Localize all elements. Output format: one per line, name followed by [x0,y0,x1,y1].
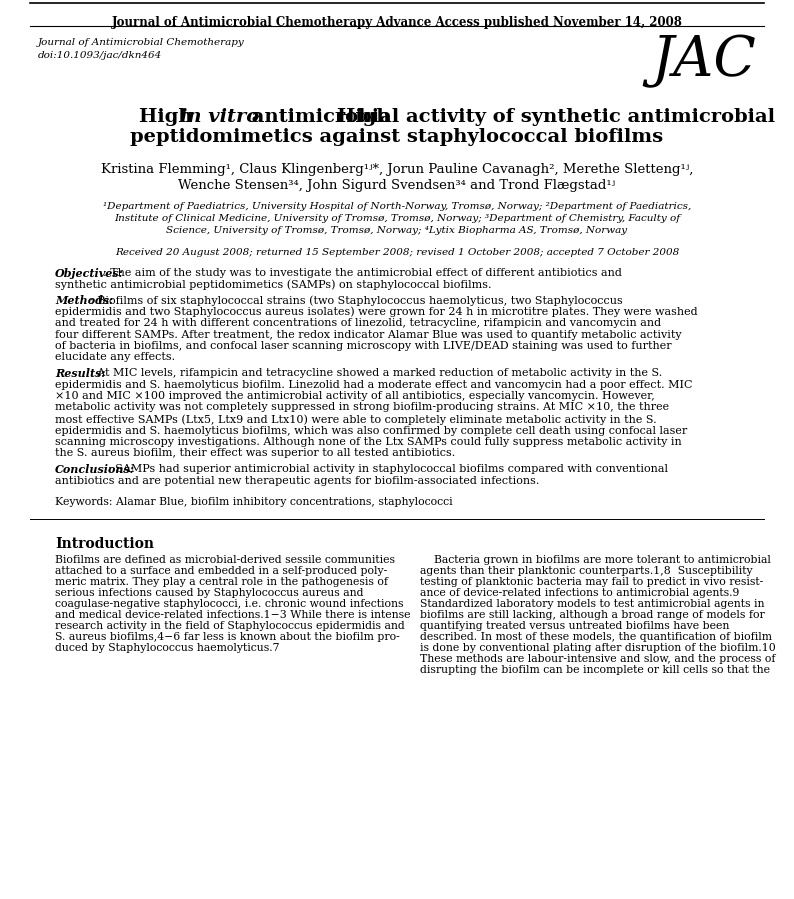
Text: : At MIC levels, rifampicin and tetracycline showed a marked reduction of metabo: : At MIC levels, rifampicin and tetracyc… [91,368,662,378]
Text: attached to a surface and embedded in a self-produced poly-: attached to a surface and embedded in a … [55,566,387,576]
Text: Results:: Results: [55,368,106,379]
Text: of bacteria in biofilms, and confocal laser scanning microscopy with LIVE/DEAD s: of bacteria in biofilms, and confocal la… [55,341,672,351]
Text: Objectives:: Objectives: [55,268,124,279]
Text: High: High [139,108,199,126]
Text: serious infections caused by Staphylococcus aureus and: serious infections caused by Staphylococ… [55,588,364,598]
Text: S. aureus biofilms,4−6 far less is known about the biofilm pro-: S. aureus biofilms,4−6 far less is known… [55,632,399,642]
Text: Introduction: Introduction [55,537,154,551]
Text: Bacteria grown in biofilms are more tolerant to antimicrobial: Bacteria grown in biofilms are more tole… [420,555,771,565]
Text: described. In most of these models, the quantification of biofilm: described. In most of these models, the … [420,632,772,642]
Text: antibiotics and are potential new therapeutic agents for biofilm-associated infe: antibiotics and are potential new therap… [55,476,539,485]
Text: agents than their planktonic counterparts.1,8  Susceptibility: agents than their planktonic counterpart… [420,566,753,576]
Text: disrupting the biofilm can be incomplete or kill cells so that the: disrupting the biofilm can be incomplete… [420,665,770,675]
Text: metabolic activity was not completely suppressed in strong biofilm-producing str: metabolic activity was not completely su… [55,403,669,413]
Text: epidermidis and two Staphylococcus aureus isolates) were grown for 24 h in micro: epidermidis and two Staphylococcus aureu… [55,307,698,317]
Text: meric matrix. They play a central role in the pathogenesis of: meric matrix. They play a central role i… [55,577,388,587]
Text: Biofilms are defined as microbial-derived sessile communities: Biofilms are defined as microbial-derive… [55,555,395,565]
Text: Institute of Clinical Medicine, University of Tromsø, Tromsø, Norway; ³Departmen: Institute of Clinical Medicine, Universi… [114,214,680,223]
Text: Keywords: Alamar Blue, biofilm inhibitory concentrations, staphylococci: Keywords: Alamar Blue, biofilm inhibitor… [55,497,453,507]
Text: High: High [337,108,397,126]
Text: antimicrobial activity of synthetic antimicrobial: antimicrobial activity of synthetic anti… [245,108,776,126]
Text: duced by Staphylococcus haemolyticus.7: duced by Staphylococcus haemolyticus.7 [55,643,279,653]
Text: peptidomimetics against staphylococcal biofilms: peptidomimetics against staphylococcal b… [130,128,664,146]
Text: : Biofilms of six staphylococcal strains (two Staphylococcus haemolyticus, two S: : Biofilms of six staphylococcal strains… [91,295,623,306]
Text: the S. aureus biofilm, their effect was superior to all tested antibiotics.: the S. aureus biofilm, their effect was … [55,449,455,458]
Text: and medical device-related infections.1−3 While there is intense: and medical device-related infections.1−… [55,610,410,620]
Text: research activity in the field of Staphylococcus epidermidis and: research activity in the field of Staphy… [55,621,405,631]
Text: JAC: JAC [651,34,756,89]
Text: in vitro: in vitro [179,108,259,126]
Text: and treated for 24 h with different concentrations of linezolid, tetracycline, r: and treated for 24 h with different conc… [55,318,661,328]
Text: Kristina Flemming¹, Claus Klingenberg¹ʲ*, Jorun Pauline Cavanagh², Merethe Slett: Kristina Flemming¹, Claus Klingenberg¹ʲ*… [101,163,693,176]
Text: Conclusions:: Conclusions: [55,464,135,475]
Text: : SAMPs had superior antimicrobial activity in staphylococcal biofilms compared : : SAMPs had superior antimicrobial activ… [108,464,668,474]
Text: Science, University of Tromsø, Tromsø, Norway; ⁴Lytix Biopharma AS, Tromsø, Norw: Science, University of Tromsø, Tromsø, N… [167,226,627,235]
Text: most effective SAMPs (Ltx5, Ltx9 and Ltx10) were able to completely eliminate me: most effective SAMPs (Ltx5, Ltx9 and Ltx… [55,414,657,424]
Text: four different SAMPs. After treatment, the redox indicator Alamar Blue was used : four different SAMPs. After treatment, t… [55,330,681,340]
Text: synthetic antimicrobial peptidomimetics (SAMPs) on staphylococcal biofilms.: synthetic antimicrobial peptidomimetics … [55,280,491,290]
Text: : The aim of the study was to investigate the antimicrobial effect of different : : The aim of the study was to investigat… [103,268,622,278]
Text: quantifying treated versus untreated biofilms have been: quantifying treated versus untreated bio… [420,621,730,631]
Text: Standardized laboratory models to test antimicrobial agents in: Standardized laboratory models to test a… [420,599,765,609]
Text: testing of planktonic bacteria may fail to predict in vivo resist-: testing of planktonic bacteria may fail … [420,577,763,587]
Text: epidermidis and S. haemolyticus biofilms, which was also confirmed by complete c: epidermidis and S. haemolyticus biofilms… [55,425,688,435]
Text: ¹Department of Paediatrics, University Hospital of North-Norway, Tromsø, Norway;: ¹Department of Paediatrics, University H… [103,202,691,211]
Text: scanning microscopy investigations. Although none of the Ltx SAMPs could fully s: scanning microscopy investigations. Alth… [55,437,682,447]
Text: elucidate any effects.: elucidate any effects. [55,352,175,362]
Text: Received 20 August 2008; returned 15 September 2008; revised 1 October 2008; acc: Received 20 August 2008; returned 15 Sep… [115,248,679,257]
Text: doi:10.1093/jac/dkn464: doi:10.1093/jac/dkn464 [38,51,162,60]
Text: Methods:: Methods: [55,295,114,306]
Text: These methods are labour-intensive and slow, and the process of: These methods are labour-intensive and s… [420,654,776,664]
Text: epidermidis and S. haemolyticus biofilm. Linezolid had a moderate effect and van: epidermidis and S. haemolyticus biofilm.… [55,379,692,389]
Text: Wenche Stensen³⁴, John Sigurd Svendsen³⁴ and Trond Flægstad¹ʲ: Wenche Stensen³⁴, John Sigurd Svendsen³⁴… [179,179,615,192]
Text: biofilms are still lacking, although a broad range of models for: biofilms are still lacking, although a b… [420,610,765,620]
Text: is done by conventional plating after disruption of the biofilm.10: is done by conventional plating after di… [420,643,776,653]
Text: ×10 and MIC ×100 improved the antimicrobial activity of all antibiotics, especia: ×10 and MIC ×100 improved the antimicrob… [55,391,655,401]
Text: Journal of Antimicrobial Chemotherapy: Journal of Antimicrobial Chemotherapy [38,38,245,47]
Text: ance of device-related infections to antimicrobial agents.9: ance of device-related infections to ant… [420,588,739,598]
Text: Journal of Antimicrobial Chemotherapy Advance Access published November 14, 2008: Journal of Antimicrobial Chemotherapy Ad… [112,16,682,29]
Text: coagulase-negative staphylococci, i.e. chronic wound infections: coagulase-negative staphylococci, i.e. c… [55,599,403,609]
